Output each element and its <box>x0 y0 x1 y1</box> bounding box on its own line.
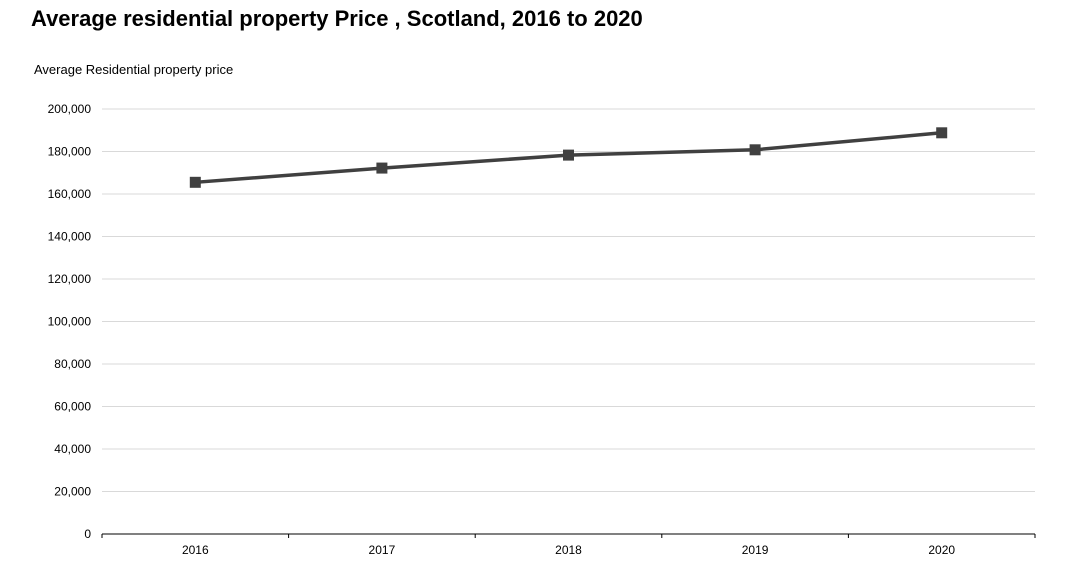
y-tick-label: 60,000 <box>54 400 91 414</box>
y-axis-title: Average Residential property price <box>34 62 234 77</box>
data-point-marker <box>749 144 761 156</box>
x-tick-labels: 2016 2017 2018 2019 2020 <box>182 543 955 557</box>
y-tick-label: 160,000 <box>48 187 92 201</box>
x-tick-label: 2020 <box>928 543 955 557</box>
data-point-marker <box>563 149 574 161</box>
y-tick-label: 20,000 <box>54 485 91 499</box>
y-tick-label: 80,000 <box>54 357 91 371</box>
series-markers <box>189 127 948 188</box>
gridlines <box>102 108 1035 492</box>
y-tick-label: 180,000 <box>48 145 92 159</box>
data-point-marker <box>376 162 388 174</box>
x-axis <box>101 533 1036 538</box>
y-tick-label: 40,000 <box>54 442 91 456</box>
x-tick-label: 2017 <box>369 543 396 557</box>
y-tick-label: 200,000 <box>48 102 92 116</box>
data-point-marker <box>189 176 201 188</box>
data-point-marker <box>936 127 948 139</box>
y-tick-label: 0 <box>84 527 91 541</box>
chart-title: Average residential property Price , Sco… <box>31 6 643 31</box>
y-tick-label: 100,000 <box>48 315 92 329</box>
y-tick-label: 120,000 <box>48 272 92 286</box>
y-tick-label: 140,000 <box>48 230 92 244</box>
x-tick-label: 2016 <box>182 543 209 557</box>
x-tick-label: 2018 <box>555 543 582 557</box>
x-tick-label: 2019 <box>742 543 769 557</box>
y-tick-labels: 0 20,000 40,000 60,000 80,000 100,000 120,000 1… <box>48 102 92 541</box>
